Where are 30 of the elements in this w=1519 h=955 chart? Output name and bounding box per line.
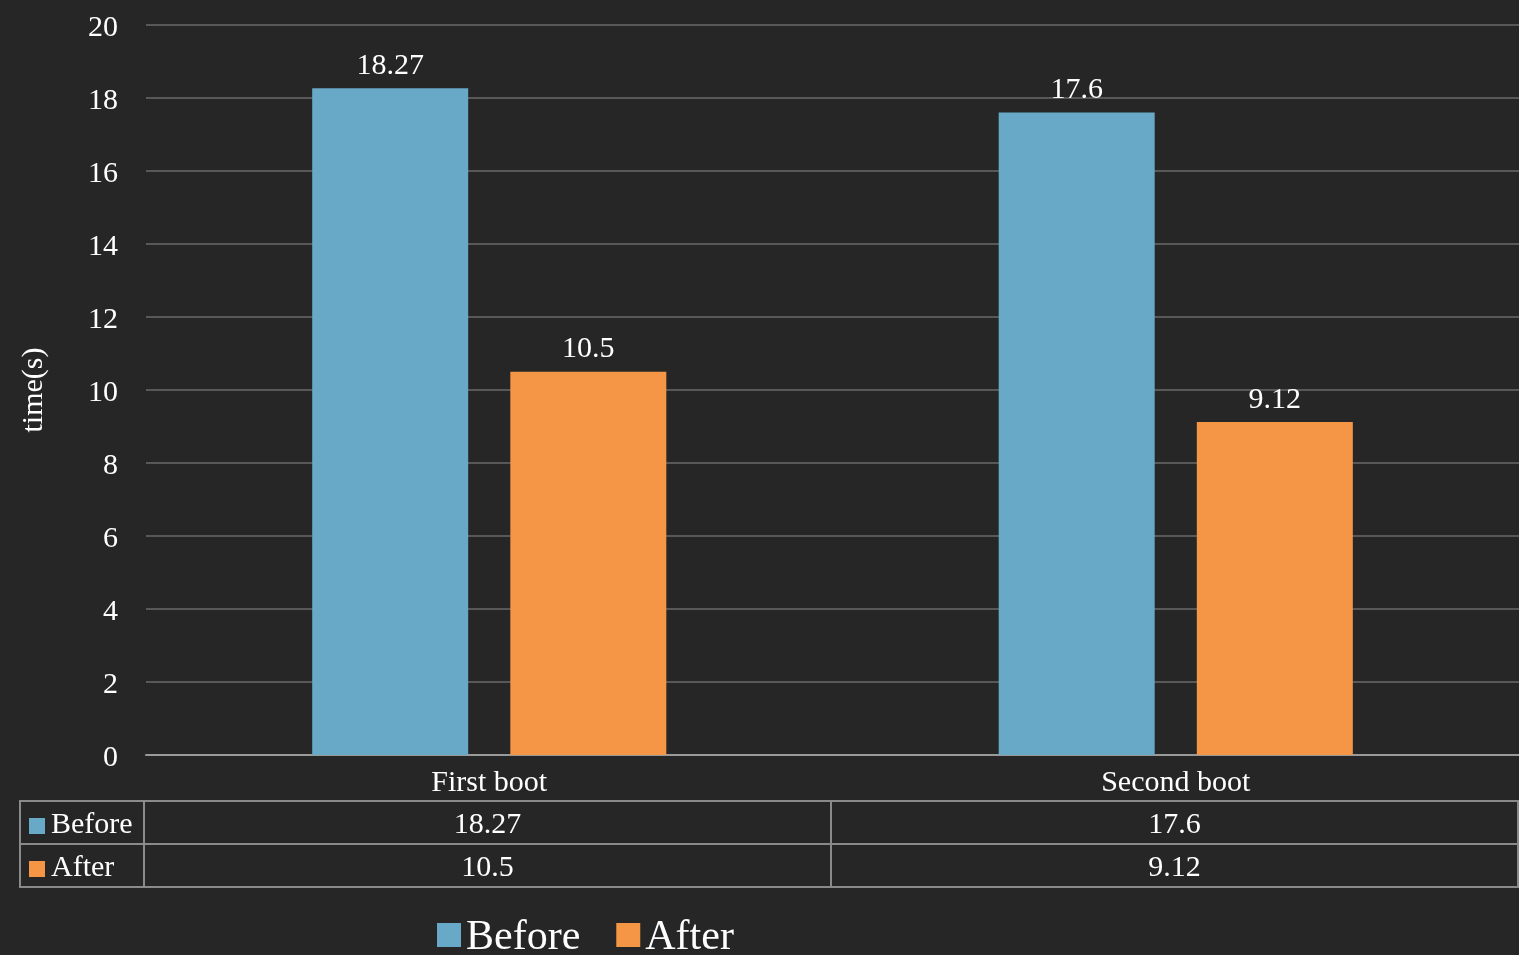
data-label: 17.6 [1050, 71, 1103, 105]
y-tick-label: 10 [88, 373, 118, 407]
text: 17.6 [831, 801, 1518, 844]
y-tick-label: 12 [88, 300, 118, 334]
text: Before [51, 805, 133, 839]
y-tick-label: 16 [88, 154, 118, 188]
legend-label: After [645, 912, 734, 955]
text: 9.12 [831, 844, 1518, 887]
text: After [51, 848, 115, 882]
y-tick-label: 20 [88, 8, 118, 42]
x-tick-label: First boot [431, 763, 548, 797]
y-tick-label: 8 [103, 446, 118, 480]
bar [510, 371, 667, 755]
legend-label: Before [466, 912, 581, 955]
y-tick-label: 4 [103, 592, 118, 626]
y-tick-label: 18 [88, 81, 118, 115]
x-tick-label: Second boot [1101, 763, 1251, 797]
data-label: 10.5 [562, 330, 615, 364]
y-tick-label: 0 [103, 738, 118, 772]
bar [1196, 422, 1353, 755]
y-tick-label: 6 [103, 519, 118, 553]
data-label: 9.12 [1248, 380, 1302, 414]
bar [312, 88, 469, 755]
text: 18.27 [143, 801, 832, 844]
text: 10.5 [143, 844, 832, 887]
y-tick-label: 2 [103, 665, 118, 699]
y-axis-title: time(s) [14, 347, 49, 433]
y-tick-label: 14 [88, 227, 118, 261]
data-label: 18.27 [356, 46, 424, 80]
bar [998, 112, 1155, 755]
